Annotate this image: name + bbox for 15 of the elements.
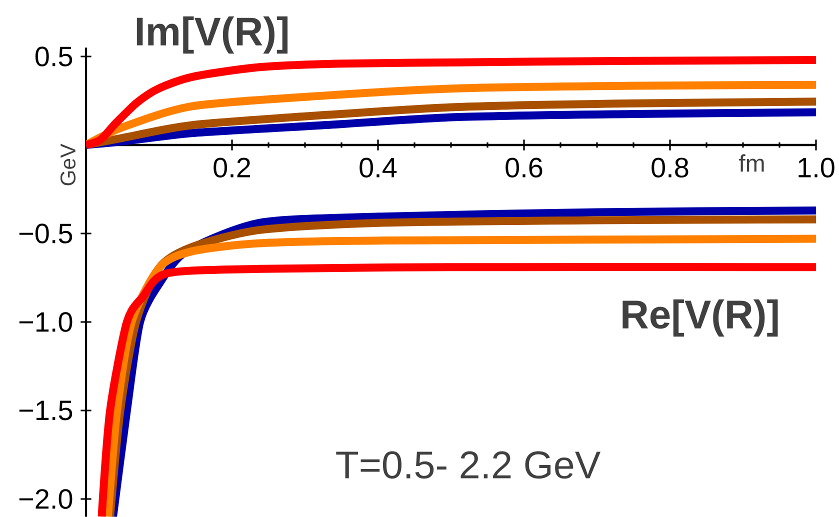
annotation: Im[V(R)]: [136, 16, 288, 54]
y-tick-label: −0.5: [19, 224, 72, 244]
x-axis-title: fm: [739, 154, 764, 172]
annotation: Re[V(R)]: [622, 299, 778, 337]
x-tick-label: 0.8: [652, 158, 688, 178]
y-tick-label: 0.5: [35, 46, 72, 66]
y-tick-label: −1.0: [19, 312, 72, 332]
y-tick-label: −1.5: [19, 400, 72, 420]
x-tick-label: 1.0: [798, 158, 834, 178]
x-tick-label: 0.6: [506, 158, 542, 178]
y-axis-title: GeV: [60, 144, 76, 186]
x-tick-label: 0.4: [360, 158, 397, 178]
y-tick-label: −2.0: [19, 489, 72, 509]
annotation: T=0.5- 2.2 GeV: [336, 451, 601, 479]
x-tick-label: 0.2: [214, 158, 250, 178]
